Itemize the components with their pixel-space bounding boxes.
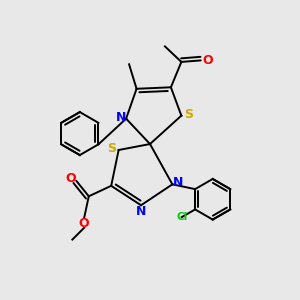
Text: O: O (202, 54, 213, 67)
Text: S: S (107, 142, 116, 155)
Text: S: S (184, 108, 193, 121)
Text: Cl: Cl (176, 212, 187, 222)
Text: N: N (172, 176, 183, 189)
Text: O: O (78, 217, 89, 230)
Text: O: O (65, 172, 76, 185)
Text: N: N (136, 205, 146, 218)
Text: N: N (116, 111, 126, 124)
